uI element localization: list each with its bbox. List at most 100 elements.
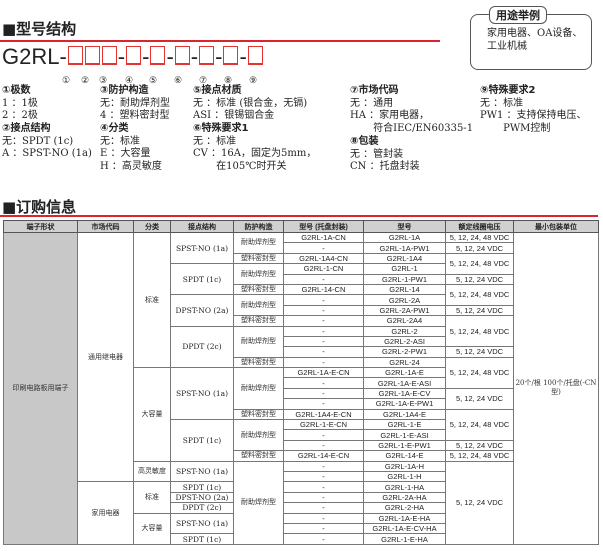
table-cell: G2RL-1-CN	[283, 263, 364, 275]
table-row: 高灵敏度 SPST-NO (1a) 耐助焊剂型 - G2RL-1A-H 5, 12, 24…	[4, 460, 599, 545]
table-cell: G2RL-2A4	[363, 315, 446, 327]
table-cell: G2RL-2A-HA	[363, 491, 446, 504]
table-cell: DPST-NO (2a)	[170, 294, 234, 327]
position-number: ⑥	[173, 76, 183, 86]
table-cell: -	[283, 460, 364, 473]
table-cell: G2RL-1-HA	[363, 481, 446, 493]
column-header: 接点结构	[170, 220, 234, 233]
table-cell: 5, 12, 24 VDC	[445, 387, 514, 410]
table-cell: G2RL-1A4-E-CN	[283, 408, 364, 421]
spec-heading: ⑥特殊要求1	[193, 123, 249, 134]
spec-line: CN ：托盘封装	[350, 161, 420, 172]
spec-heading: ⑤接点材质	[193, 85, 242, 96]
spec-group: ⑤接点材质无 ：标准 (银合金，无镉) ASI ：银锡铟合金	[193, 85, 307, 123]
spec-heading: ⑧包装	[350, 136, 379, 147]
column-header: 市场代码	[77, 220, 134, 233]
table-cell: G2RL-1-E-PW1	[363, 439, 446, 452]
table-cell: -	[283, 387, 364, 400]
table-cell: 耐助焊剂型	[233, 294, 284, 317]
table-cell: -	[283, 512, 364, 524]
table-cell: G2RL-1A-E-PW1	[363, 398, 446, 410]
table-cell: G2RL-1A-E-CV-HA	[363, 522, 446, 535]
table-cell: G2RL-2A-PW1	[363, 304, 446, 317]
table-cell: G2RL-1-E-HA	[363, 533, 446, 545]
table-row: 塑料密封型 G2RL-14-CN G2RL-14 5, 12, 24, 48 VDC	[4, 283, 599, 306]
position-number: ⑧	[223, 76, 233, 86]
table-row: 印刷电路板用端子 通用继电器 标准 SPST-NO (1a) 耐助焊剂型 G2RL-1A-…	[3, 231, 599, 545]
table-cell: 5, 12, 24, 48 VDC	[445, 408, 514, 441]
table-cell: -	[283, 335, 364, 348]
column-header: 额定线圈电压	[445, 220, 514, 233]
table-cell: -	[283, 315, 364, 327]
table-cell: -	[283, 377, 364, 389]
position-number: ⑨	[248, 76, 258, 86]
spec-line: 无 ：标准	[480, 97, 524, 109]
spec-heading: ①极数	[2, 85, 31, 96]
table-row: 塑料密封型 - G2RL-2A4 5, 12, 24, 48 VDC	[4, 315, 599, 348]
table-cell: -	[283, 533, 364, 545]
table-cell: -	[283, 491, 364, 504]
position-number: ⑦	[198, 76, 208, 86]
table-cell: G2RL-1-H	[363, 470, 446, 483]
table-cell: G2RL-1	[363, 263, 446, 275]
table-cell: SPST-NO (1a)	[170, 512, 234, 535]
table-cell: 通用继电器	[77, 231, 134, 483]
table-cell: 耐助焊剂型	[233, 419, 284, 452]
table-row: DPDT (2c) 耐助焊剂型 - G2RL-2	[4, 325, 599, 369]
table-cell: 耐助焊剂型	[233, 460, 284, 545]
table-cell: DPDT (2c)	[170, 325, 234, 369]
table-cell: SPDT (1c)	[170, 419, 234, 462]
table-cell: G2RL-14	[363, 283, 446, 296]
column-header: 最小包装单位	[513, 220, 599, 233]
table-cell: 5, 12, 24, 48 VDC	[445, 356, 514, 389]
table-cell: -	[283, 273, 364, 285]
spec-line: 无：标准	[100, 135, 140, 147]
table-cell: -	[283, 242, 364, 254]
column-header: 型号	[363, 220, 446, 233]
table-cell: 大容量	[133, 367, 171, 462]
model-prefix: G2RL-	[2, 44, 67, 69]
table-cell: -	[283, 398, 364, 410]
table-cell: G2RL-2A	[363, 294, 446, 306]
spec-line: 4 ：塑料密封型	[100, 110, 170, 121]
spec-line: 无 ：通用	[350, 97, 394, 109]
spec-heading: ②接点结构	[2, 123, 51, 134]
spec-group: ⑥特殊要求1 无 ：标准 CV ：16A，固定为5mm， 在105℃时开关	[193, 123, 316, 173]
table-cell: SPDT (1c)	[170, 481, 234, 493]
table-cell: 20个/根 100个/托盘(-CN型)	[513, 232, 599, 545]
table-cell: -	[283, 470, 364, 483]
table-cell: 5, 12, 24 VDC	[445, 346, 514, 358]
spec-heading: ④分类	[100, 123, 129, 134]
table-cell: G2RL-2-HA	[363, 502, 446, 514]
position-number: ④	[124, 76, 134, 86]
table-cell: 5, 12, 24 VDC	[445, 460, 514, 545]
spec-line: 符合IEC/EN60335-1	[350, 122, 474, 134]
spec-group: ⑦市场代码无 ：通用 HA ：家用电器， 符合IEC/EN60335-1	[350, 85, 473, 135]
usage-examples-box: 用途举例 家用电器、OA设备、工业机械	[470, 6, 592, 70]
table-cell: 耐助焊剂型	[233, 367, 284, 410]
table-cell: G2RL-1A-PW1	[363, 242, 446, 254]
table-row: DPST-NO (2a) 耐助焊剂型 - G2RL-2A	[4, 294, 599, 327]
spec-line: 无 ：标准 (银合金，无镉)	[193, 97, 308, 109]
spec-line: ASI ：银锡铟合金	[193, 110, 275, 121]
table-cell: DPDT (2c)	[170, 502, 234, 514]
table-row: SPDT (1c) - G2RL-1-E-HA	[4, 533, 599, 545]
table-cell: G2RL-1A-H	[363, 460, 446, 473]
table-cell: 塑料密封型	[233, 356, 284, 369]
table-cell: 塑料密封型	[233, 315, 284, 327]
table-cell: G2RL-1A4	[363, 252, 446, 265]
table-cell: 标准	[133, 481, 171, 514]
table-cell: -	[283, 502, 364, 514]
model-code-pattern: G2RL- - - - - - -	[2, 44, 264, 70]
table-cell: SPST-NO (1a)	[170, 367, 234, 421]
spec-group: ④分类 无：标准 E ：大容量 H ：高灵敏度	[100, 123, 162, 173]
column-header: 防护构造	[233, 220, 284, 233]
position-number: ③	[98, 76, 108, 86]
spec-heading: ⑨特殊要求2	[480, 85, 536, 96]
spec-heading: ③防护构造	[100, 85, 149, 96]
table-row: - G2RL-1A-E-CV 5, 12, 24 VDC	[4, 387, 599, 410]
table-cell: G2RL-1A-E	[363, 367, 446, 379]
spec-heading: ⑦市场代码	[350, 85, 399, 96]
table-cell: 塑料密封型	[233, 283, 284, 296]
